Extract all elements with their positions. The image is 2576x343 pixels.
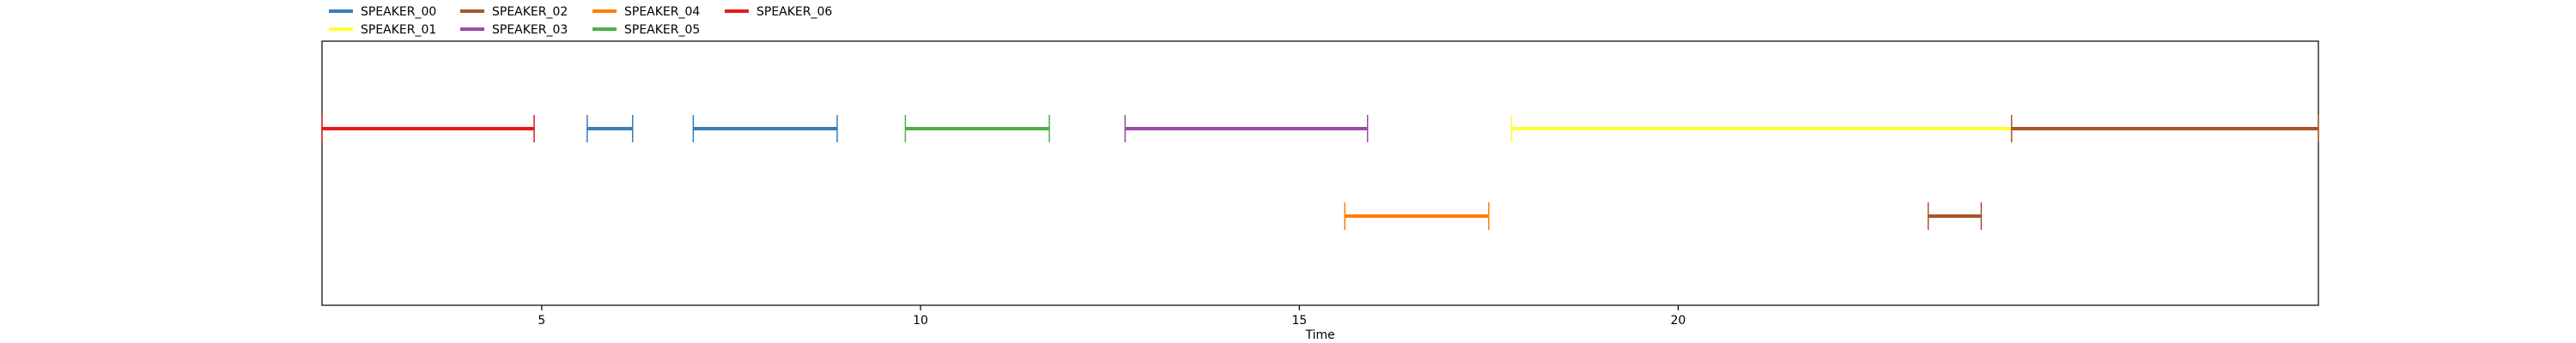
speaker-segment	[692, 115, 838, 142]
x-tick-label: 20	[1670, 314, 1686, 328]
legend-label: SPEAKER_05	[624, 23, 700, 37]
x-axis-label: Time	[1304, 328, 1334, 342]
speaker-segment	[904, 115, 1050, 142]
legend-entry: SPEAKER_02	[460, 5, 568, 19]
speaker-segment	[1510, 115, 2013, 142]
x-axis: 5 10 15 20	[538, 305, 1686, 328]
legend-entry: SPEAKER_06	[725, 5, 832, 19]
speaker-segment	[321, 115, 535, 142]
speaker-segment	[586, 115, 634, 142]
speaker-segment	[2010, 115, 2319, 142]
speaker-segment	[1124, 115, 1369, 142]
legend-entry: SPEAKER_03	[460, 23, 568, 37]
plot-frame	[321, 40, 2319, 306]
legend-entry: SPEAKER_01	[329, 23, 436, 37]
legend: SPEAKER_00 SPEAKER_01 SPEAKER_02 SPEAKER_03…	[329, 5, 832, 37]
legend-entry: SPEAKER_04	[592, 5, 700, 19]
legend-label: SPEAKER_06	[756, 5, 832, 19]
legend-label: SPEAKER_00	[361, 5, 436, 19]
x-tick-label: 5	[538, 314, 545, 328]
legend-label: SPEAKER_03	[492, 23, 568, 37]
segments-layer	[321, 115, 2319, 230]
legend-entry: SPEAKER_00	[329, 5, 436, 19]
legend-label: SPEAKER_01	[361, 23, 436, 37]
legend-entry: SPEAKER_05	[592, 23, 700, 37]
x-tick-label: 10	[913, 314, 928, 328]
x-tick-label: 15	[1291, 314, 1307, 328]
speaker-segment	[1927, 202, 1983, 230]
speaker-segment	[1344, 202, 1490, 230]
legend-label: SPEAKER_04	[624, 5, 700, 19]
legend-label: SPEAKER_02	[492, 5, 568, 19]
